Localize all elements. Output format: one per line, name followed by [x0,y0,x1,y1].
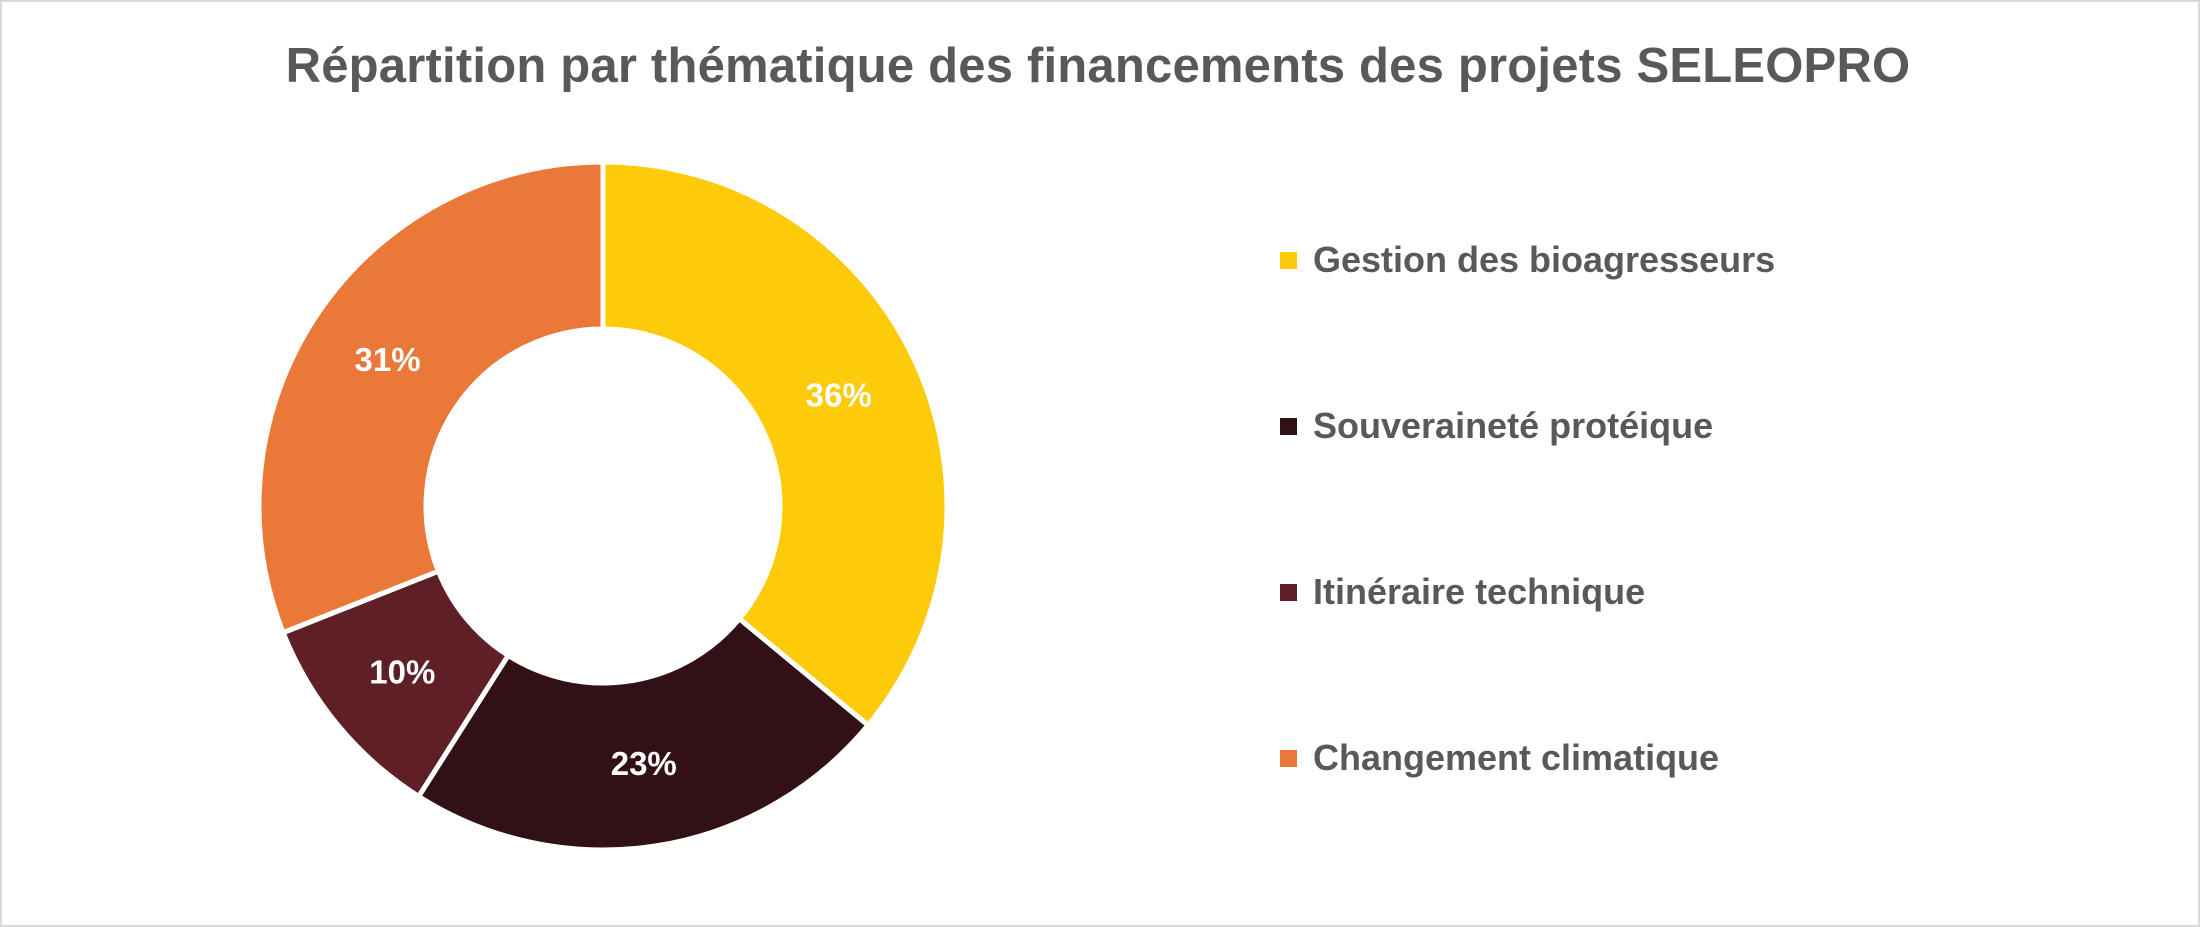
chart-title: Répartition par thématique des financeme… [285,39,1911,93]
legend-item-gestion-des-bioagresseurs: Gestion des bioagresseurs [1280,230,1775,290]
data-labels-group: 36% 23% 10% 31% [355,341,872,782]
legend-label: Souveraineté protéique [1313,405,1714,446]
legend-swatch [1280,417,1297,435]
legend-swatch [1280,251,1297,269]
data-label-itineraire-technique: 10% [369,654,435,691]
slice-souverainete-proteique [416,616,871,853]
data-label-changement-climatique: 31% [355,341,421,378]
legend-swatch [1280,749,1297,767]
legend-label: Gestion des bioagresseurs [1313,239,1776,280]
legend-item-itineraire-technique: Itinéraire technique [1280,562,1645,622]
data-label-gestion-des-bioagresseurs: 36% [806,377,872,414]
legend-swatch [1280,583,1297,601]
slice-gestion-des-bioagresseurs [600,159,950,728]
legend-item-souverainete-proteique: Souveraineté protéique [1280,396,1713,456]
legend-label: Itinéraire technique [1313,571,1646,612]
donut-chart: 36% 23% 10% 31% [256,159,950,853]
slice-changement-climatique [256,159,606,636]
legend-item-changement-climatique: Changement climatique [1280,728,1719,788]
legend-label: Changement climatique [1313,737,1720,778]
slices-group [256,159,950,853]
data-label-souverainete-proteique: 23% [611,745,677,782]
